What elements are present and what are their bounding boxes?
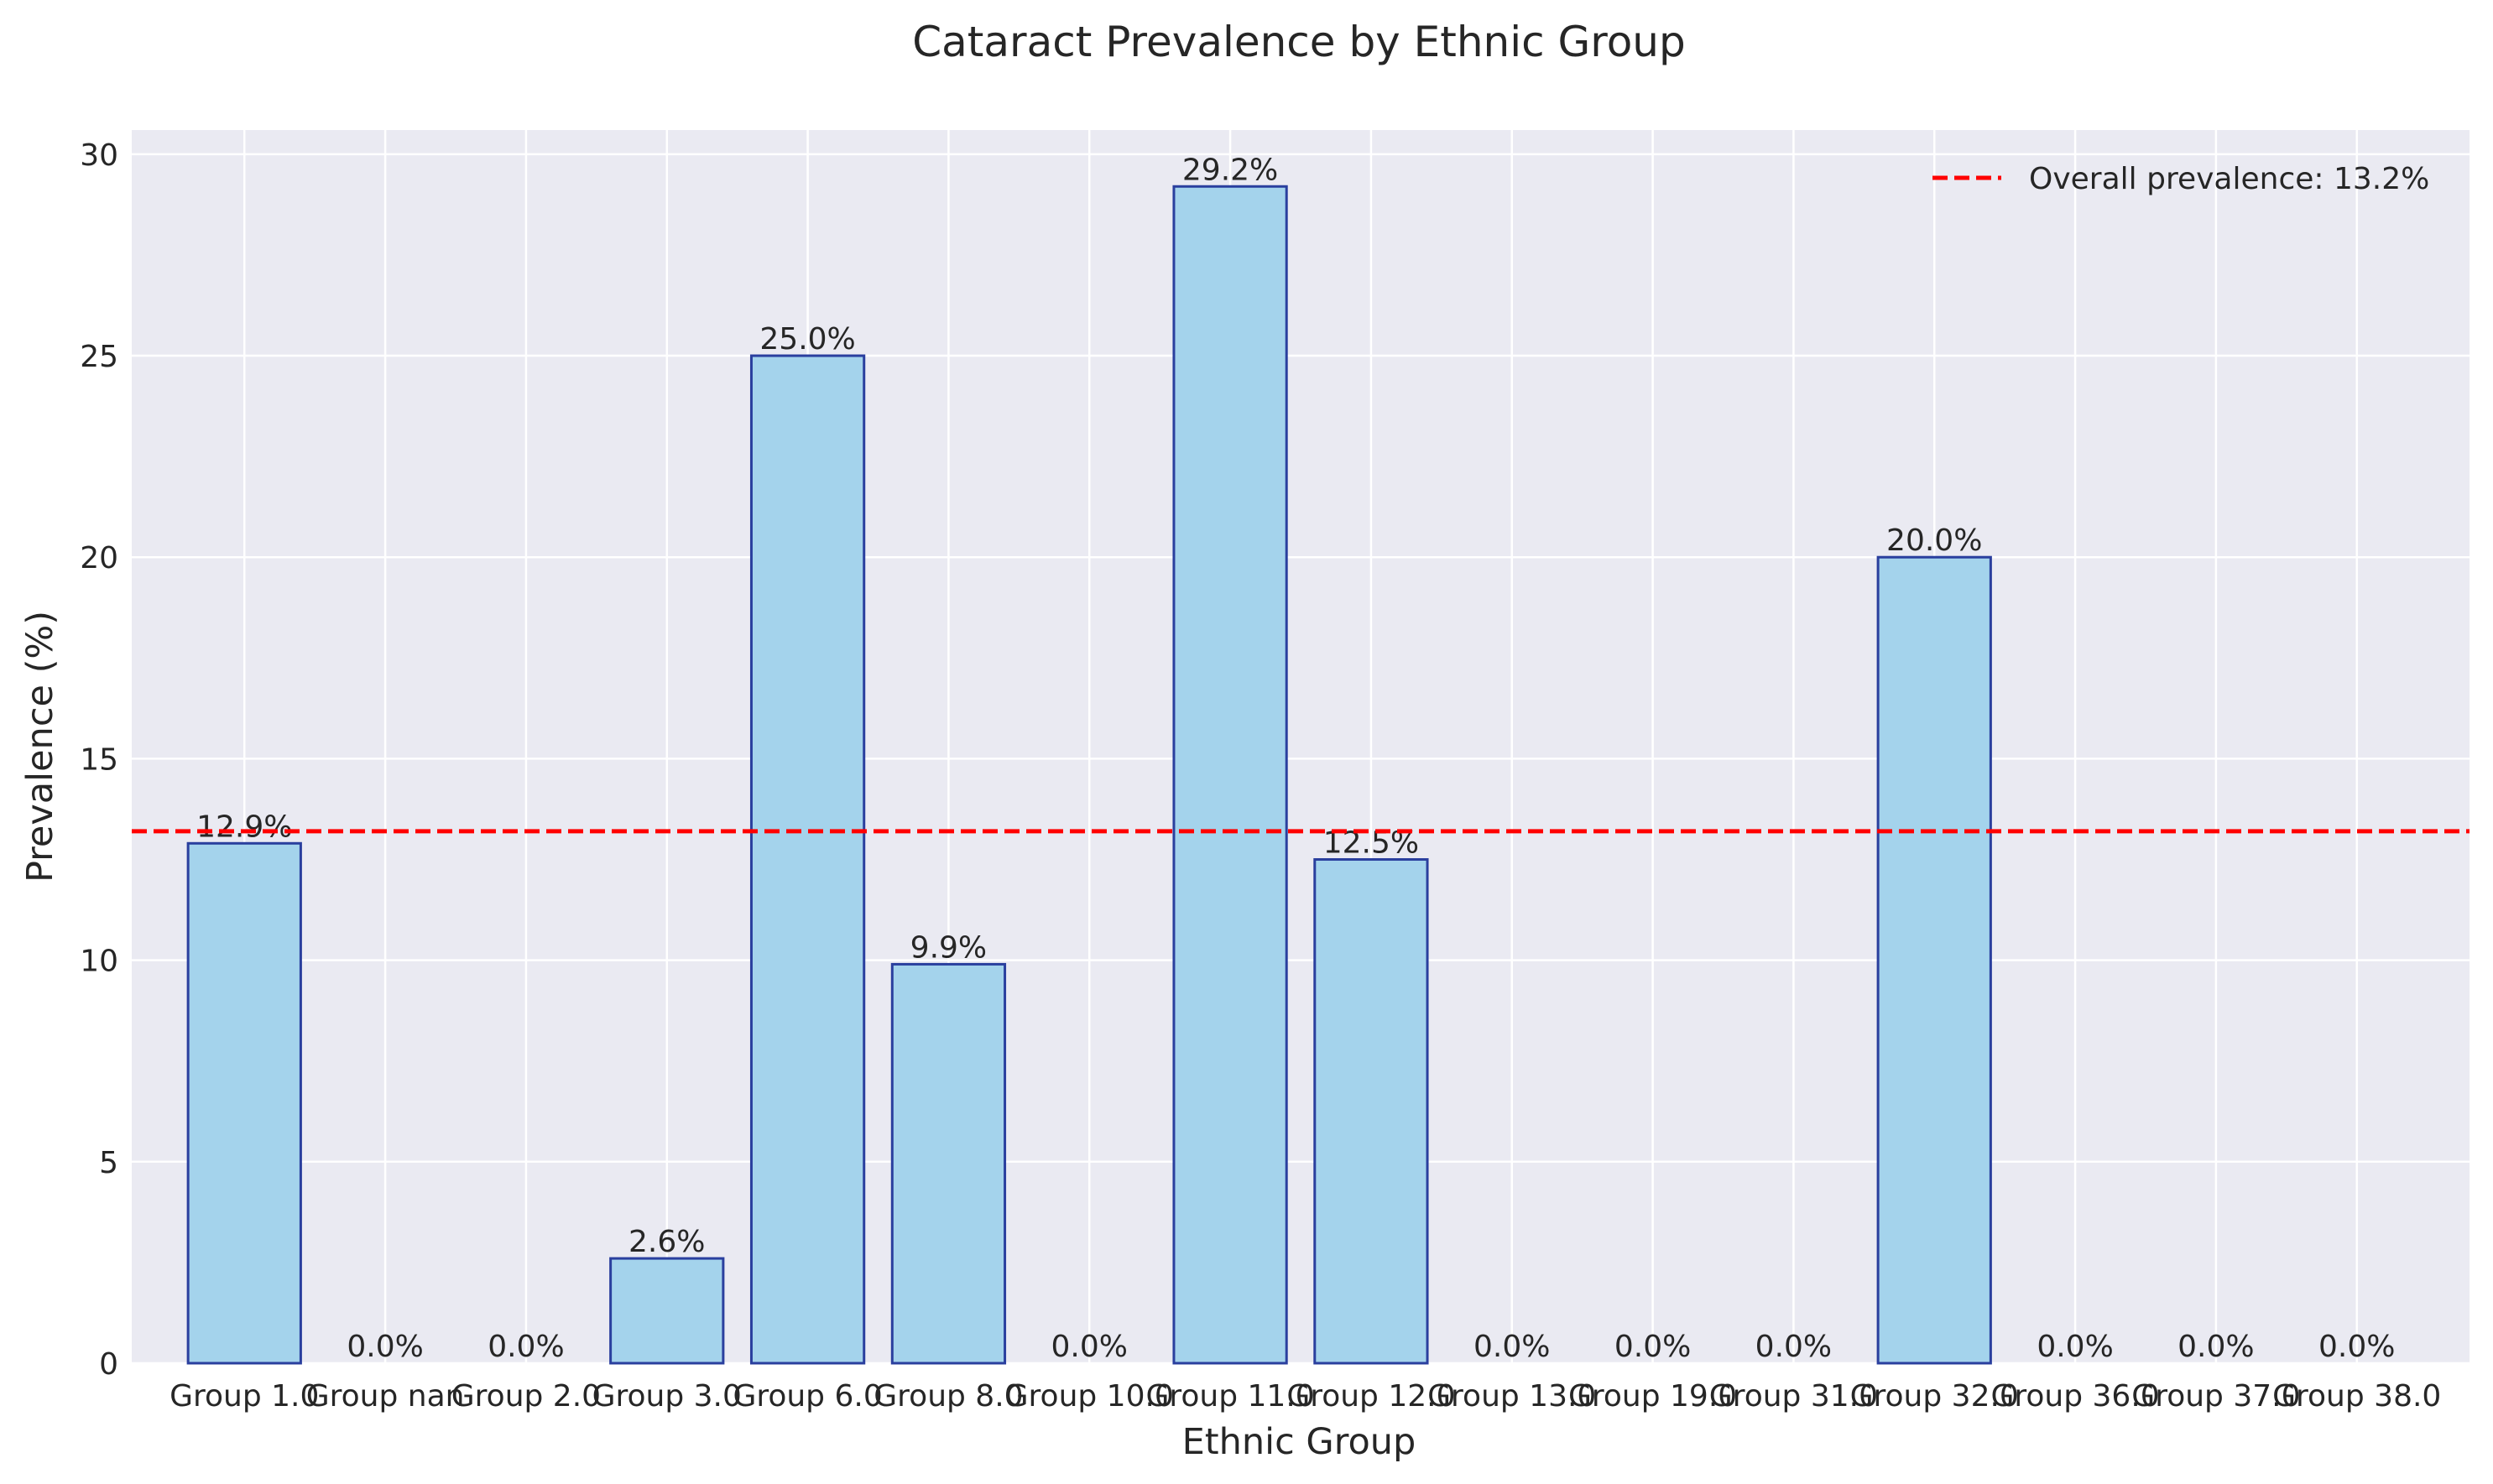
bars: 12.9%0.0% 0.0%2.6%25.0%9.9%0.0%29.2%12.5%… (186, 153, 2395, 1365)
x-tick-label: Group 8.0 (874, 1379, 1023, 1414)
y-tick-label: 5 (99, 1146, 118, 1180)
y-tick-label: 20 (80, 541, 118, 575)
bar-value-label: 25.0% (759, 322, 855, 357)
x-tick-label: Group 13.0 (1427, 1379, 1596, 1414)
legend: Overall prevalence: 13.2% (1932, 162, 2429, 196)
x-tick-label: Group 32.0 (1850, 1379, 2019, 1414)
bar-group-12-0 (1313, 858, 1429, 1365)
plot-area (132, 130, 2470, 1363)
y-tick-label: 30 (80, 138, 118, 173)
x-tick-label: Group 2.0 (451, 1379, 601, 1414)
bar-value-label: 0.0% (488, 1330, 564, 1364)
bar-group-11-0 (1172, 185, 1288, 1365)
y-tick-label: 0 (99, 1347, 118, 1382)
x-tick-label: Group 31.0 (1709, 1379, 1878, 1414)
y-tick-label: 15 (80, 742, 118, 777)
bar-group-32-0 (1876, 555, 1992, 1365)
bar-value-label: 0.0% (1755, 1330, 1832, 1364)
bar-value-label: 0.0% (2177, 1330, 2254, 1364)
x-tick-label: Group 11.0 (1145, 1379, 1314, 1414)
bar-value-label: 0.0% (2037, 1330, 2113, 1364)
x-tick-label: Group 6.0 (733, 1379, 882, 1414)
x-tick-label: Group 19.0 (1568, 1379, 1737, 1414)
x-tick-label: Group 37.0 (2131, 1379, 2300, 1414)
x-tick-label: Group nan (306, 1379, 465, 1414)
bar-value-label: 0.0% (347, 1330, 423, 1364)
x-tick-label: Group 36.0 (1990, 1379, 2159, 1414)
bar-value-label: 2.6% (628, 1225, 705, 1259)
x-tick-label: Group 1.0 (170, 1379, 319, 1414)
bar-value-label: 0.0% (2318, 1330, 2395, 1364)
y-axis-ticks: 0 5 10 15 20 25 30 (80, 138, 118, 1382)
bar-group-3-0 (609, 1257, 725, 1365)
bar-value-label: 0.0% (1473, 1330, 1550, 1364)
bar-value-label: 29.2% (1182, 153, 1278, 187)
legend-label-overall-prevalence: Overall prevalence: 13.2% (2029, 162, 2429, 196)
y-tick-label: 10 (80, 945, 118, 979)
chart-title: Cataract Prevalence by Ethnic Group (912, 18, 1685, 66)
grid-lines (132, 130, 2470, 1365)
bar-group-1-0 (186, 841, 302, 1365)
y-axis-label: Prevalence (%) (19, 611, 61, 883)
y-tick-label: 25 (80, 340, 118, 374)
bar-value-label: 12.9% (196, 810, 292, 844)
x-tick-label: Group 3.0 (592, 1379, 742, 1414)
bar-group-6-0 (749, 354, 866, 1365)
bar-group-8-0 (890, 962, 1007, 1365)
bar-value-label: 9.9% (910, 930, 987, 965)
x-tick-label: Group 10.0 (1005, 1379, 1174, 1414)
x-tick-label: Group 12.0 (1286, 1379, 1455, 1414)
bar-value-label: 20.0% (1886, 523, 1982, 558)
x-tick-label: Group 38.0 (2272, 1379, 2441, 1414)
bar-value-label: 0.0% (1614, 1330, 1691, 1364)
bar-value-label: 0.0% (1051, 1330, 1128, 1364)
x-axis-label: Ethnic Group (1182, 1421, 1416, 1463)
